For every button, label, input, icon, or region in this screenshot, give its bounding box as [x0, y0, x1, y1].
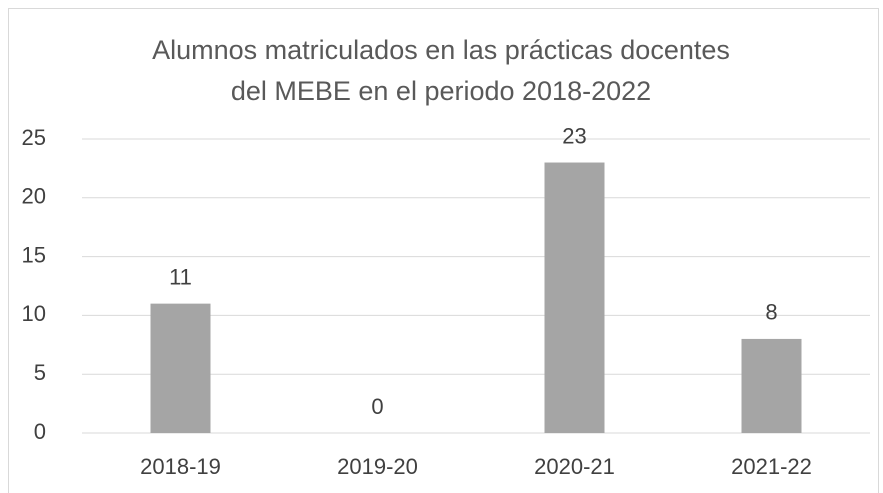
bar — [544, 162, 605, 433]
x-tick-label: 2021-22 — [731, 454, 812, 479]
y-tick-label: 5 — [34, 360, 46, 385]
y-tick-label: 10 — [22, 301, 46, 326]
data-label: 11 — [169, 264, 192, 289]
chart-frame — [8, 8, 879, 493]
y-tick-label: 0 — [34, 419, 46, 444]
x-tick-label: 2020-21 — [534, 454, 615, 479]
bar — [150, 303, 211, 433]
y-tick-label: 20 — [22, 184, 46, 209]
x-tick-label: 2018-19 — [140, 454, 221, 479]
data-label: 8 — [765, 300, 777, 325]
data-label: 0 — [371, 394, 383, 419]
bar — [741, 338, 802, 433]
data-label: 23 — [562, 123, 586, 148]
chart-title: Alumnos matriculados en las prácticas do… — [152, 35, 730, 106]
x-tick-label: 2019-20 — [337, 454, 418, 479]
y-tick-label: 25 — [22, 125, 46, 150]
y-tick-label: 15 — [22, 242, 46, 267]
